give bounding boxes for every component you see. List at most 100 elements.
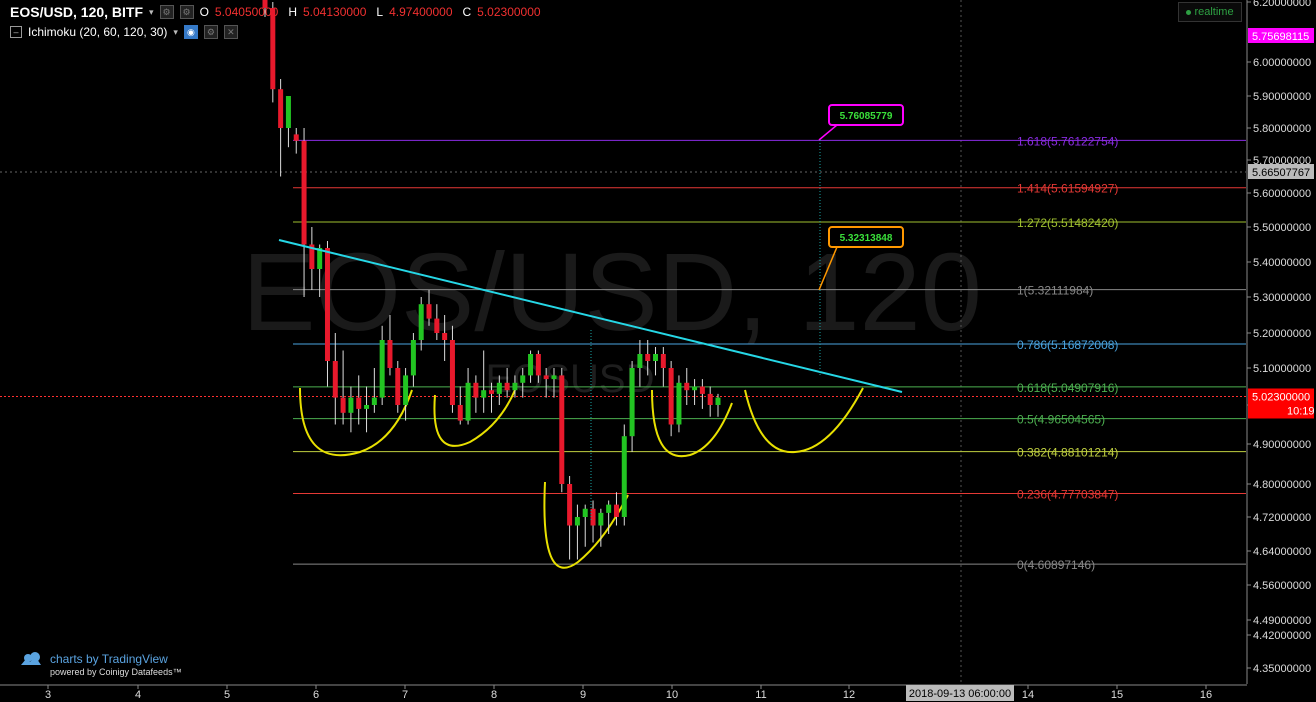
open-value: 5.04050000: [214, 5, 279, 19]
candle-body: [660, 354, 666, 368]
x-tick-label: 6: [313, 689, 319, 701]
realtime-label: realtime: [1194, 6, 1234, 18]
candle-body: [457, 405, 463, 421]
callout-box: [828, 226, 904, 248]
candle-body: [340, 397, 346, 413]
format-icon[interactable]: ⚙: [179, 5, 194, 19]
candle-body: [262, 0, 268, 8]
fib-label: 1.618(5.76122754): [1017, 134, 1118, 148]
candle-body: [387, 340, 393, 368]
settings-icon[interactable]: ⚙: [159, 5, 174, 19]
y-axis-bg: [1247, 0, 1316, 702]
candle-body: [528, 354, 534, 376]
candle-body: [613, 504, 619, 517]
y-tick-label: 4.56000000: [1253, 580, 1311, 592]
fib-label: 0.618(5.04907916): [1017, 381, 1118, 395]
fib-label: 0(4.60897146): [1017, 558, 1095, 572]
candle-body: [371, 397, 377, 405]
cloud-logo-icon: [21, 652, 41, 665]
watermark-main: EOS/USD, 120: [242, 231, 982, 354]
x-tick-label: 11: [755, 689, 766, 701]
candle-body: [317, 248, 323, 269]
fib-label: 0.382(4.88101214): [1017, 446, 1118, 460]
y-tick-label: 4.42000000: [1253, 630, 1311, 642]
candle-body: [356, 397, 362, 409]
candle-body: [403, 375, 409, 405]
candle-body: [293, 134, 299, 141]
low-value: 4.97400000: [389, 5, 453, 19]
candle-body: [668, 368, 674, 425]
candle-body: [348, 397, 354, 413]
cursor-date-badge: [906, 685, 1014, 701]
x-tick-label: 4: [135, 689, 141, 701]
y-tick-label: 5.90000000: [1253, 91, 1311, 103]
candle-body: [512, 382, 518, 391]
y-tick-label: 4.64000000: [1253, 546, 1311, 558]
fib-label: 0.5(4.96504565): [1017, 413, 1105, 427]
indicator-label[interactable]: Ichimoku (20, 60, 120, 30): [28, 25, 168, 39]
cursor-price-label: 5.66507767: [1252, 167, 1310, 179]
candle-body: [520, 375, 526, 383]
candle-body: [442, 333, 448, 340]
callout-text: 5.32313848: [840, 233, 893, 244]
countdown-label: 10:19: [1287, 405, 1315, 417]
high-value: 5.04130000: [303, 5, 367, 19]
x-tick-label: 9: [580, 689, 586, 701]
candle-body: [645, 354, 651, 361]
candle-body: [418, 304, 424, 340]
y-tick-label: 5.30000000: [1253, 292, 1311, 304]
candle-body: [426, 304, 432, 319]
candle-body: [692, 386, 698, 391]
candle-body: [278, 89, 284, 128]
close-label: C: [462, 5, 472, 19]
x-tick-label: 5: [224, 689, 230, 701]
y-tick-label: 5.20000000: [1253, 328, 1311, 340]
candle-body: [332, 361, 338, 398]
collapse-icon[interactable]: –: [10, 26, 22, 38]
settings-icon[interactable]: ⚙: [203, 25, 218, 39]
candle-body: [551, 375, 557, 380]
current-price-badge: [1248, 388, 1314, 419]
candle-body: [574, 517, 580, 526]
x-tick-label: 16: [1200, 689, 1212, 701]
x-tick-label: 3: [45, 689, 51, 701]
trendline: [278, 239, 903, 393]
x-tick-label: 12: [843, 689, 855, 701]
candle-body: [496, 382, 502, 394]
candle-body: [481, 390, 487, 398]
fib-label: 1.272(5.51482420): [1017, 216, 1118, 230]
candle-body: [567, 484, 573, 526]
chevron-down-icon[interactable]: ▾: [173, 26, 178, 37]
candle-body: [410, 340, 416, 376]
x-tick-label: 7: [402, 689, 408, 701]
candle-body: [364, 405, 370, 409]
chevron-down-icon[interactable]: ▾: [149, 6, 154, 17]
callout-box: [828, 104, 904, 126]
y-tick-label: 5.10000000: [1253, 363, 1311, 375]
candle-body: [699, 386, 705, 394]
candle-body: [285, 96, 291, 128]
close-icon[interactable]: ✕: [223, 25, 238, 39]
symbol-title[interactable]: EOS/USD, 120, BITF: [10, 4, 144, 20]
candle-body: [653, 354, 659, 361]
y-tick-label: 4.80000000: [1253, 479, 1311, 491]
candle-body: [684, 382, 690, 391]
target-price-badge: [1248, 28, 1314, 43]
visibility-icon[interactable]: ◉: [183, 25, 198, 39]
candle-body: [715, 397, 721, 405]
y-tick-label: 4.90000000: [1253, 439, 1311, 451]
pattern-curve: [543, 481, 629, 569]
candle-body: [621, 436, 627, 517]
candle-body: [637, 354, 643, 368]
fib-label: 0.786(5.16872008): [1017, 338, 1118, 352]
candle-body: [535, 354, 541, 376]
x-tick-label: 14: [1022, 689, 1034, 701]
close-value: 5.02300000: [477, 5, 541, 19]
cursor-date-label: 2018-09-13 06:00:00: [909, 688, 1011, 700]
realtime-badge[interactable]: realtime: [1178, 2, 1242, 22]
fib-label: 1.414(5.61594927): [1017, 182, 1118, 196]
candle-body: [379, 340, 385, 398]
candle-body: [504, 382, 510, 391]
y-tick-label: 4.49000000: [1253, 615, 1311, 627]
